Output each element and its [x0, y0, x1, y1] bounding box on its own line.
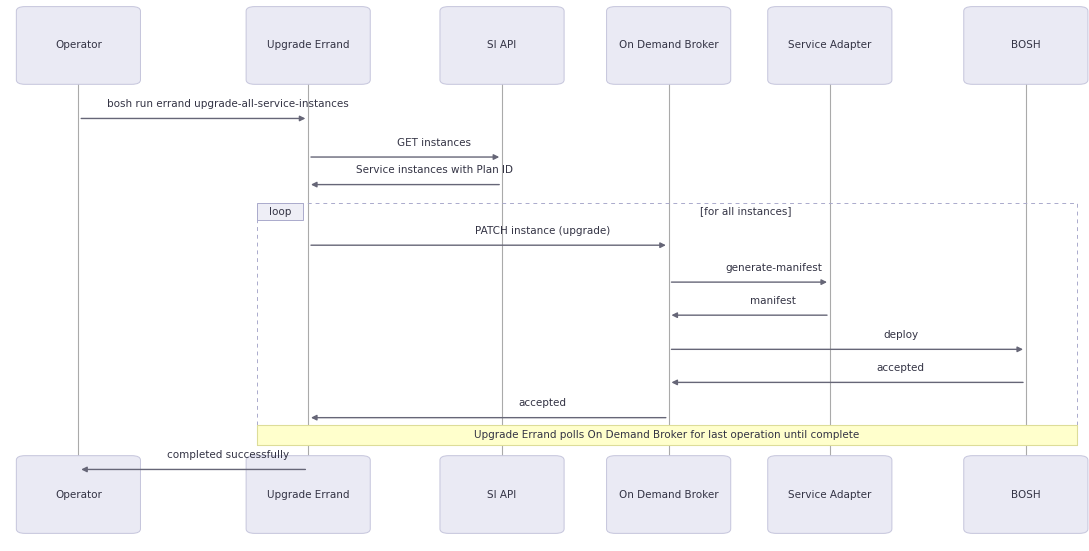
FancyBboxPatch shape [768, 7, 892, 84]
Text: bosh run errand upgrade-all-service-instances: bosh run errand upgrade-all-service-inst… [107, 99, 348, 109]
FancyBboxPatch shape [16, 456, 140, 533]
Bar [257, 203, 1077, 445]
Text: Operator: Operator [54, 40, 102, 51]
FancyBboxPatch shape [246, 7, 370, 84]
Text: manifest: manifest [750, 296, 796, 306]
FancyBboxPatch shape [607, 7, 731, 84]
Text: loop: loop [269, 207, 291, 217]
Text: Service instances with Plan ID: Service instances with Plan ID [356, 165, 513, 175]
FancyBboxPatch shape [246, 456, 370, 533]
Text: deploy: deploy [883, 330, 918, 340]
Text: PATCH instance (upgrade): PATCH instance (upgrade) [475, 226, 610, 236]
Text: Operator: Operator [54, 489, 102, 500]
Text: accepted: accepted [877, 363, 925, 373]
FancyBboxPatch shape [607, 456, 731, 533]
Text: accepted: accepted [518, 398, 566, 408]
Text: SI API: SI API [488, 40, 516, 51]
Text: GET instances: GET instances [397, 138, 472, 148]
FancyBboxPatch shape [768, 456, 892, 533]
FancyBboxPatch shape [16, 7, 140, 84]
FancyBboxPatch shape [964, 456, 1088, 533]
FancyBboxPatch shape [964, 7, 1088, 84]
Text: Upgrade Errand polls On Demand Broker for last operation until complete: Upgrade Errand polls On Demand Broker fo… [475, 430, 859, 440]
Text: On Demand Broker: On Demand Broker [619, 40, 719, 51]
FancyBboxPatch shape [440, 456, 564, 533]
Text: BOSH: BOSH [1011, 40, 1041, 51]
FancyBboxPatch shape [440, 7, 564, 84]
Bar [257, 203, 303, 220]
Text: Service Adapter: Service Adapter [788, 489, 871, 500]
Text: completed successfully: completed successfully [167, 450, 289, 460]
Bar [257, 425, 1077, 445]
Text: Upgrade Errand: Upgrade Errand [267, 489, 350, 500]
Text: On Demand Broker: On Demand Broker [619, 489, 719, 500]
Text: generate-manifest: generate-manifest [725, 263, 822, 273]
Text: BOSH: BOSH [1011, 489, 1041, 500]
Text: SI API: SI API [488, 489, 516, 500]
Text: Service Adapter: Service Adapter [788, 40, 871, 51]
Text: [for all instances]: [for all instances] [700, 207, 792, 217]
Text: Upgrade Errand: Upgrade Errand [267, 40, 350, 51]
